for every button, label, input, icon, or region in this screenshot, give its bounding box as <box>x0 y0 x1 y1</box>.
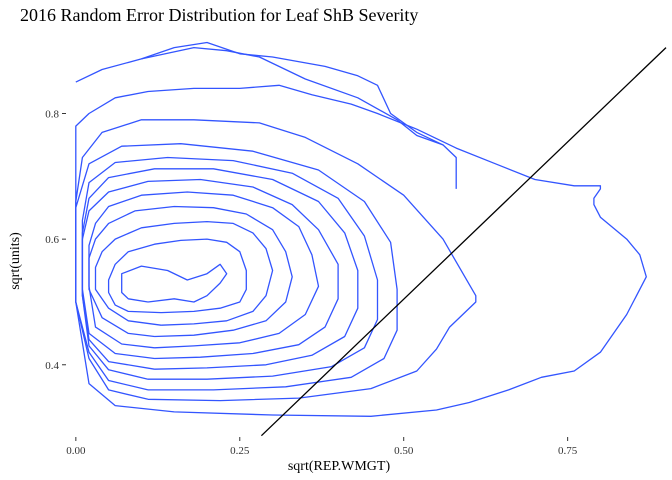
y-axis-title: sqrt(units) <box>8 232 23 290</box>
contour-line-4 <box>88 205 293 338</box>
contour-line-9 <box>75 143 398 391</box>
contour-line-7 <box>81 168 359 370</box>
contour-line-12 <box>141 46 457 189</box>
contour-line-11 <box>75 84 647 417</box>
y-tick-label: 0.8 <box>45 109 59 121</box>
reference-line-group <box>260 47 667 437</box>
contour-line-1 <box>121 263 228 303</box>
contour-line-2 <box>107 238 247 314</box>
x-tick-label: 0.00 <box>66 445 86 457</box>
contour-line-5 <box>88 191 320 349</box>
contour-line-3 <box>94 220 274 326</box>
y-tick-label: 0.6 <box>45 234 59 246</box>
x-axis: 0.00 0.25 0.50 0.75 <box>66 437 578 457</box>
contour-lines <box>75 41 647 417</box>
x-tick-label: 0.75 <box>558 445 578 457</box>
contour-line-13 <box>75 41 444 146</box>
reference-line <box>260 47 667 437</box>
contour-line-10 <box>75 119 477 402</box>
y-axis: 0.4 0.6 0.8 <box>45 109 66 372</box>
contour-line-8 <box>81 156 379 380</box>
x-tick-label: 0.25 <box>230 445 250 457</box>
x-axis-title: sqrt(REP.WMGT) <box>288 459 391 474</box>
contour-line-6 <box>81 178 339 360</box>
chart-title: 2016 Random Error Distribution for Leaf … <box>20 5 418 25</box>
x-tick-label: 0.50 <box>394 445 414 457</box>
y-tick-label: 0.4 <box>45 360 59 372</box>
